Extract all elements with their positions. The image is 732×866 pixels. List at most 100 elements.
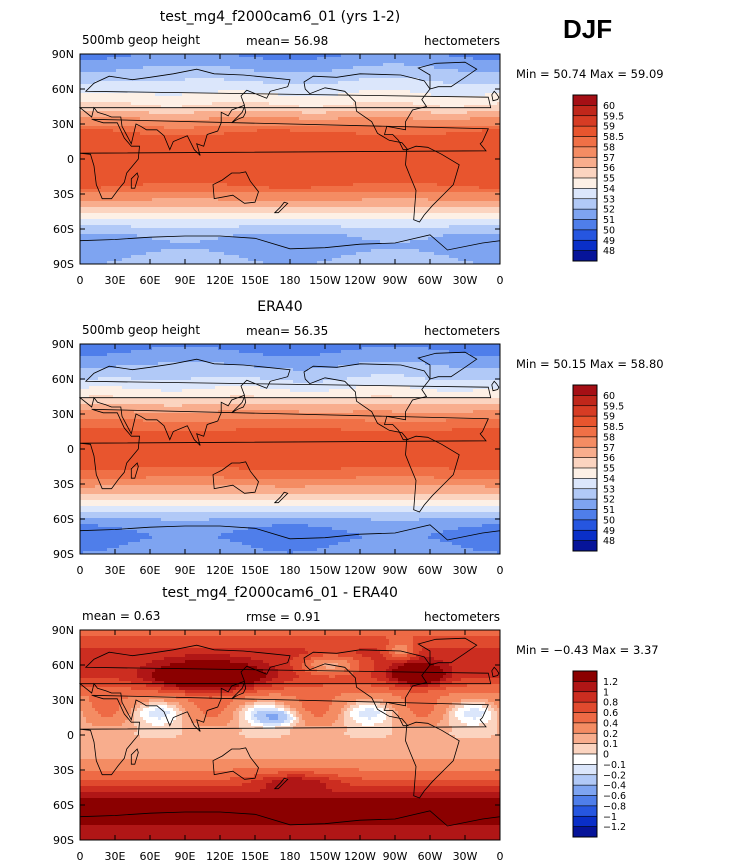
field-cell bbox=[353, 123, 357, 127]
field-cell bbox=[434, 75, 438, 79]
field-cell bbox=[122, 93, 126, 97]
field-cell bbox=[428, 111, 432, 115]
field-cell bbox=[419, 153, 423, 157]
field-cell bbox=[272, 138, 276, 142]
field-cell bbox=[407, 105, 411, 109]
field-cell bbox=[197, 114, 201, 118]
field-cell bbox=[212, 108, 216, 112]
field-cell bbox=[182, 123, 186, 127]
field-cell bbox=[422, 72, 426, 76]
field-cell bbox=[398, 60, 402, 64]
field-cell bbox=[224, 72, 228, 76]
field-cell bbox=[293, 144, 297, 148]
field-cell bbox=[497, 99, 501, 103]
field-cell bbox=[128, 99, 132, 103]
field-cell bbox=[494, 144, 498, 148]
field-cell bbox=[299, 99, 303, 103]
field-cell bbox=[206, 90, 210, 94]
field-cell bbox=[218, 78, 222, 82]
field-cell bbox=[350, 159, 354, 163]
field-cell bbox=[221, 144, 225, 148]
field-cell bbox=[239, 114, 243, 118]
field-cell bbox=[413, 96, 417, 100]
field-cell bbox=[305, 159, 309, 163]
field-cell bbox=[263, 54, 267, 58]
field-cell bbox=[443, 150, 447, 154]
field-cell bbox=[386, 135, 390, 139]
field-cell bbox=[404, 60, 408, 64]
field-cell bbox=[218, 105, 222, 109]
field-cell bbox=[320, 156, 324, 160]
field-cell bbox=[161, 132, 165, 136]
field-cell bbox=[425, 153, 429, 157]
field-cell bbox=[398, 84, 402, 88]
field-cell bbox=[215, 108, 219, 112]
field-cell bbox=[131, 150, 135, 154]
field-cell bbox=[239, 66, 243, 70]
field-cell bbox=[347, 129, 351, 133]
field-cell bbox=[113, 81, 117, 85]
field-cell bbox=[482, 141, 486, 145]
field-cell bbox=[371, 132, 375, 136]
field-cell bbox=[215, 87, 219, 91]
field-cell bbox=[107, 138, 111, 142]
field-cell bbox=[209, 147, 213, 151]
field-cell bbox=[101, 75, 105, 79]
field-cell bbox=[92, 153, 96, 157]
field-cell bbox=[206, 159, 210, 163]
field-cell bbox=[371, 99, 375, 103]
field-cell bbox=[350, 153, 354, 157]
field-cell bbox=[404, 129, 408, 133]
field-cell bbox=[395, 84, 399, 88]
field-cell bbox=[410, 69, 414, 73]
field-cell bbox=[92, 117, 96, 121]
field-cell bbox=[422, 135, 426, 139]
field-cell bbox=[497, 81, 501, 85]
field-cell bbox=[221, 132, 225, 136]
field-cell bbox=[137, 66, 141, 70]
field-cell bbox=[281, 105, 285, 109]
field-cell bbox=[461, 72, 465, 76]
field-cell bbox=[479, 57, 483, 61]
field-cell bbox=[452, 72, 456, 76]
field-cell bbox=[368, 96, 372, 100]
field-cell bbox=[131, 63, 135, 67]
field-cell bbox=[290, 156, 294, 160]
field-cell bbox=[296, 75, 300, 79]
field-cell bbox=[452, 129, 456, 133]
field-cell bbox=[485, 126, 489, 130]
field-cell bbox=[254, 54, 258, 58]
field-cell bbox=[239, 123, 243, 127]
field-cell bbox=[254, 87, 258, 91]
field-cell bbox=[167, 105, 171, 109]
field-cell bbox=[425, 129, 429, 133]
field-cell bbox=[401, 57, 405, 61]
field-cell bbox=[431, 114, 435, 118]
field-cell bbox=[383, 105, 387, 109]
field-cell bbox=[272, 93, 276, 97]
field-cell bbox=[356, 81, 360, 85]
field-cell bbox=[320, 132, 324, 136]
field-cell bbox=[491, 81, 495, 85]
field-cell bbox=[191, 81, 195, 85]
field-cell bbox=[416, 108, 420, 112]
field-cell bbox=[311, 117, 315, 121]
field-cell bbox=[209, 123, 213, 127]
field-cell bbox=[335, 159, 339, 163]
field-cell bbox=[230, 141, 234, 145]
field-cell bbox=[353, 78, 357, 82]
field-cell bbox=[425, 72, 429, 76]
field-cell bbox=[398, 93, 402, 97]
field-cell bbox=[161, 54, 165, 58]
field-cell bbox=[398, 147, 402, 151]
field-cell bbox=[197, 66, 201, 70]
field-cell bbox=[419, 129, 423, 133]
field-cell bbox=[89, 126, 93, 130]
field-cell bbox=[290, 84, 294, 88]
field-cell bbox=[434, 123, 438, 127]
field-cell bbox=[269, 156, 273, 160]
field-cell bbox=[143, 138, 147, 142]
field-cell bbox=[122, 129, 126, 133]
field-cell bbox=[251, 72, 255, 76]
field-cell bbox=[455, 114, 459, 118]
